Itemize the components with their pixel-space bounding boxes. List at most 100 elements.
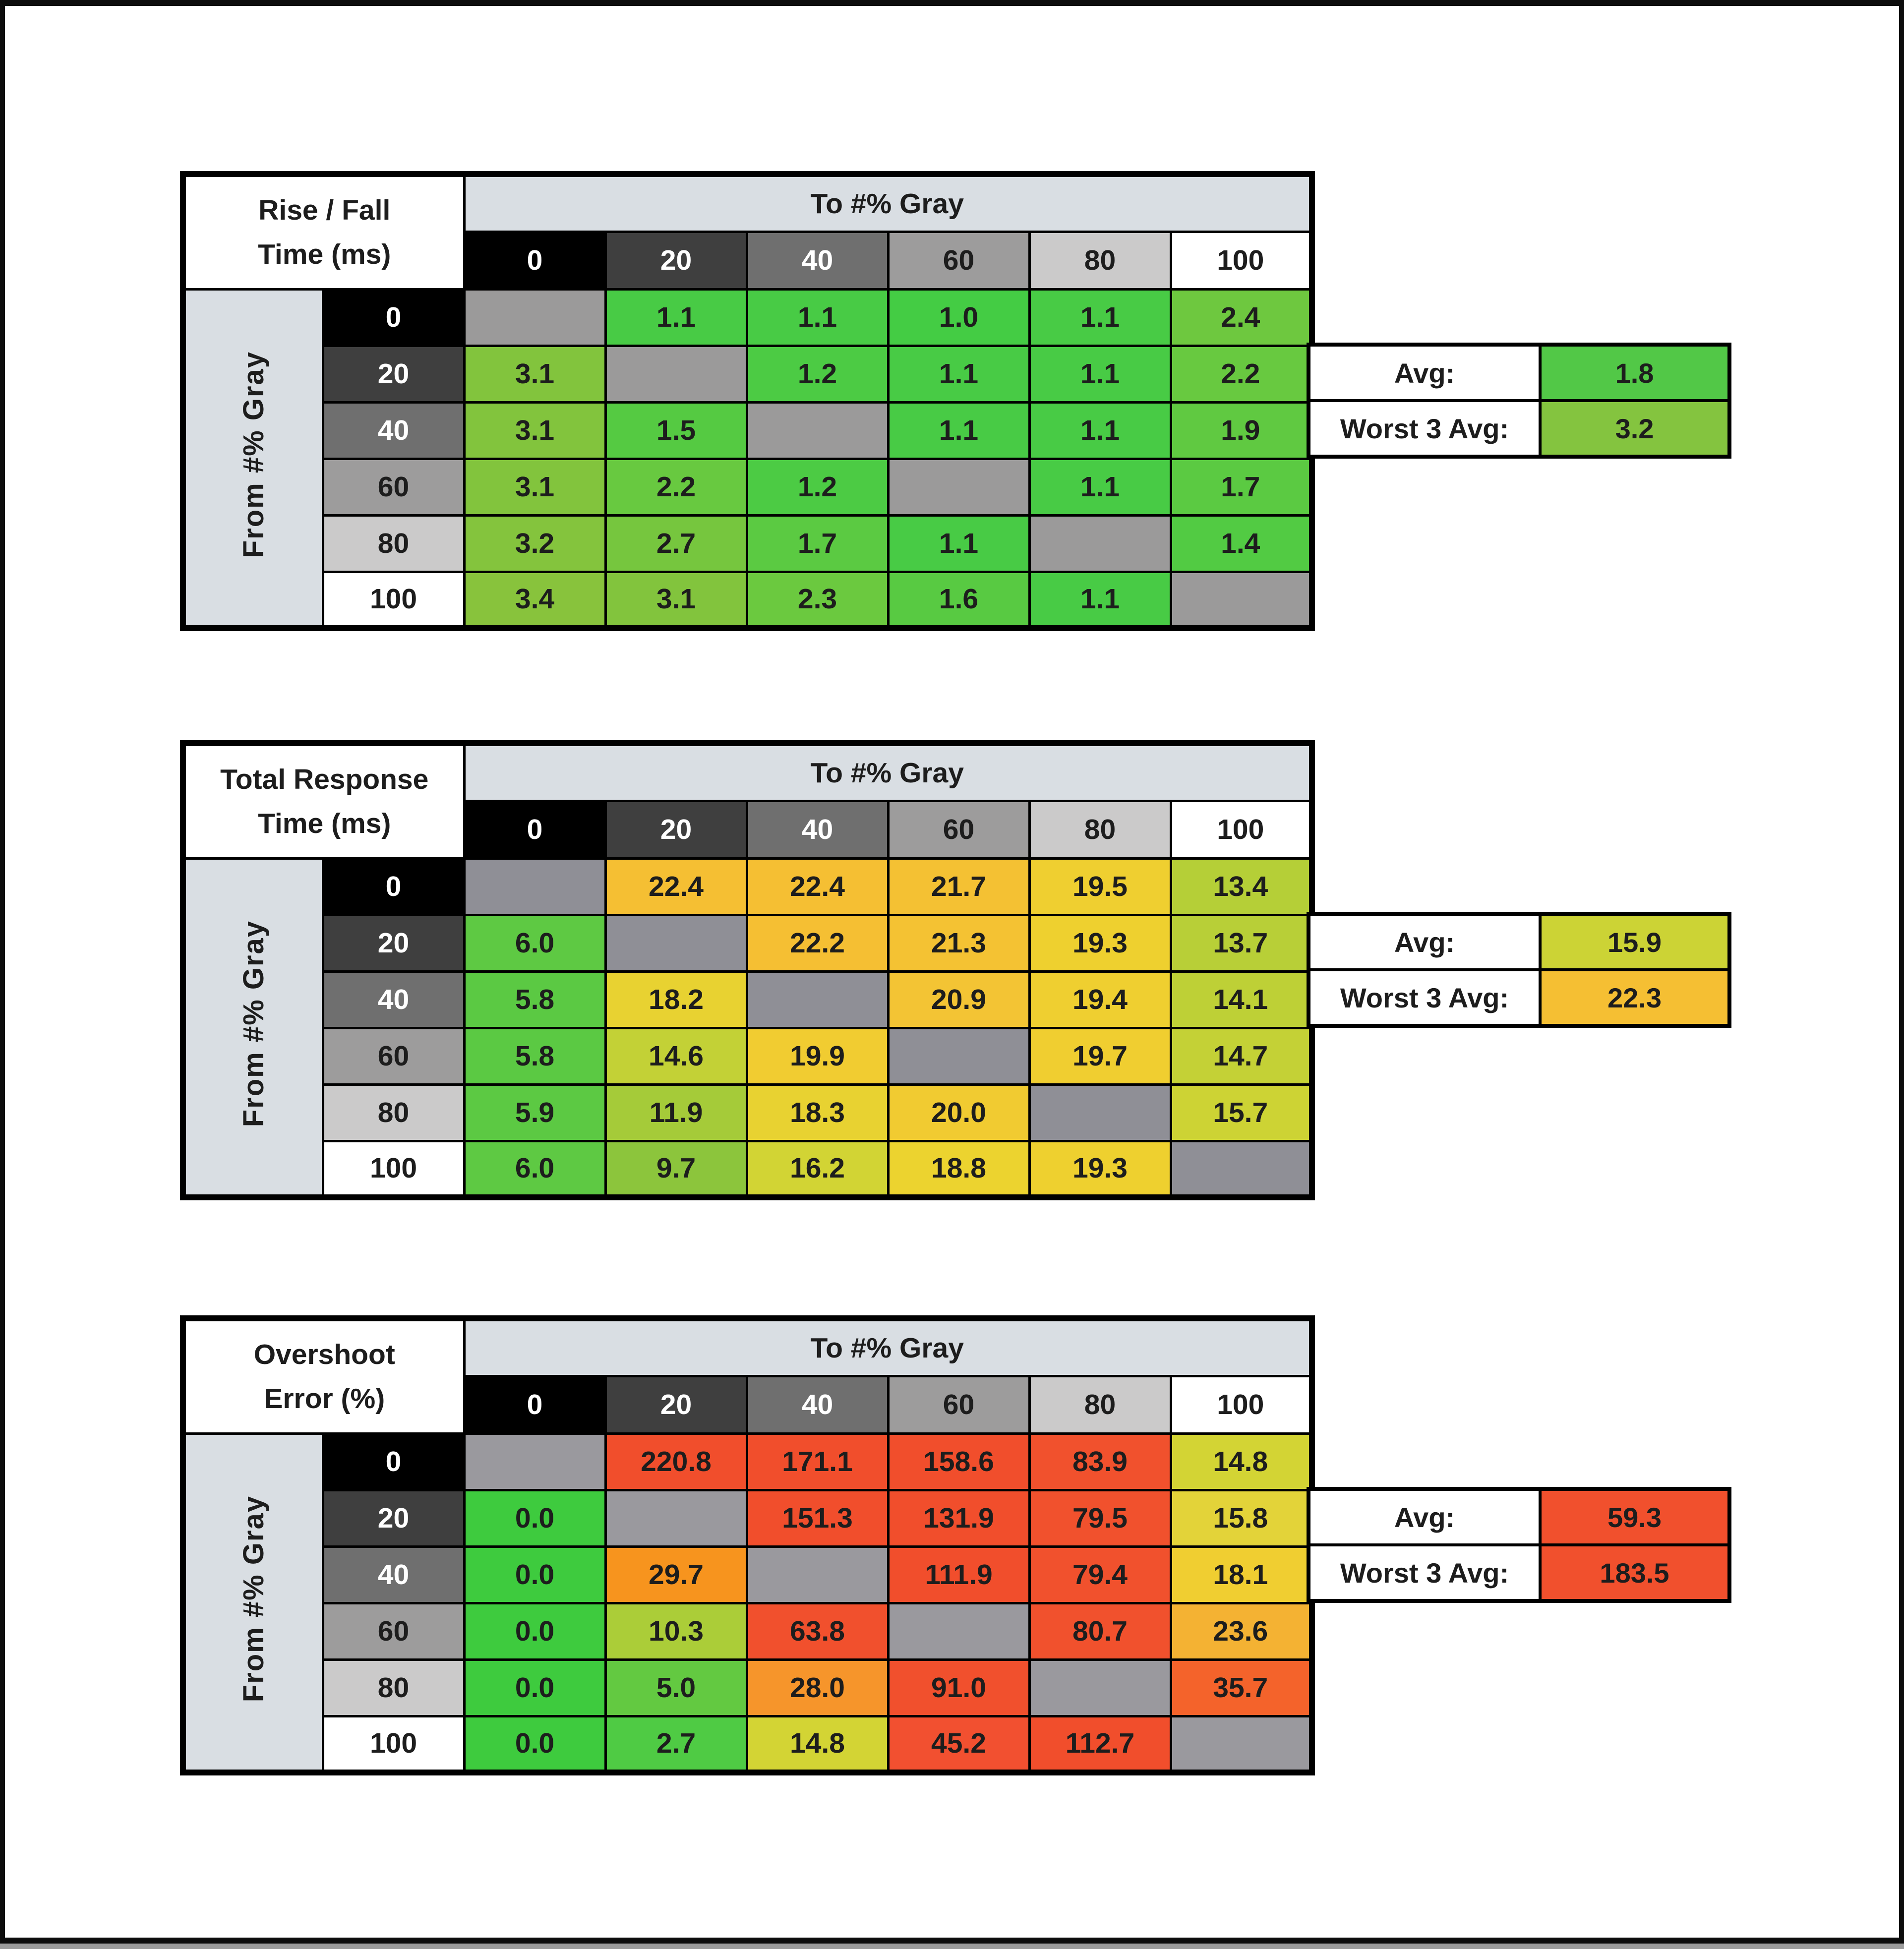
to-gray-banner: To #% Gray	[463, 742, 1313, 802]
grid-cell: 1.1	[1028, 457, 1172, 517]
table-title-line2: Time (ms)	[258, 807, 391, 839]
grid-cell: 1.1	[604, 288, 748, 347]
row-header-80: 80	[321, 1083, 466, 1142]
grid-cell: 2.3	[745, 570, 890, 630]
grid-cell-diagonal	[887, 1026, 1031, 1086]
grid-cell: 29.7	[604, 1545, 748, 1604]
col-header-20: 20	[604, 799, 748, 860]
grid-cell: 3.1	[463, 401, 607, 460]
grid-cell: 158.6	[887, 1432, 1031, 1491]
grid-cell: 14.8	[745, 1714, 890, 1774]
grid-cell-diagonal	[463, 1432, 607, 1491]
grid-cell-diagonal	[1028, 1658, 1172, 1717]
grid-cell: 2.7	[604, 514, 748, 573]
page-border-top	[0, 0, 1904, 6]
rise-fall-time-table: Rise / Fall Time (ms) To #% Gray 0 20 40 60 80 1…	[180, 171, 1315, 631]
col-header-40: 40	[745, 1374, 890, 1435]
col-header-0: 0	[463, 230, 607, 291]
row-axis-label-text: From #% Gray	[238, 351, 270, 558]
grid-cell: 3.4	[463, 570, 607, 630]
grid-cell: 14.1	[1169, 970, 1313, 1029]
grid-cell: 1.1	[1028, 344, 1172, 404]
grid-cell: 19.3	[1028, 913, 1172, 973]
avg-value: 15.9	[1542, 916, 1727, 968]
row-header-100: 100	[321, 1714, 466, 1774]
table-title-line1: Overshoot	[253, 1339, 395, 1371]
worst3avg-value: 3.2	[1542, 402, 1727, 455]
grid-cell: 15.7	[1169, 1083, 1313, 1142]
grid-cell: 1.1	[887, 344, 1031, 404]
grid-cell: 18.3	[745, 1083, 890, 1142]
grid-cell: 111.9	[887, 1545, 1031, 1604]
table-title-line2: Time (ms)	[258, 238, 391, 270]
col-header-80: 80	[1028, 230, 1172, 291]
grid-cell: 0.0	[463, 1601, 607, 1661]
total-response-time-section: Total Response Time (ms) To #% Gray 0 20 40 60…	[180, 740, 1757, 1200]
col-header-100: 100	[1169, 799, 1313, 860]
overshoot-summary-box: Avg: 59.3 Worst 3 Avg: 183.5	[1307, 1487, 1731, 1603]
grid-cell-diagonal	[1169, 1714, 1313, 1774]
grid-cell: 18.2	[604, 970, 748, 1029]
grid-cell: 79.4	[1028, 1545, 1172, 1604]
row-header-0: 0	[321, 857, 466, 916]
grid-cell: 151.3	[745, 1488, 890, 1548]
avg-label: Avg:	[1310, 1491, 1539, 1543]
grid-cell: 9.7	[604, 1139, 748, 1199]
grid-cell: 1.1	[1028, 401, 1172, 460]
grid-cell: 3.2	[463, 514, 607, 573]
col-header-60: 60	[887, 230, 1031, 291]
grid-cell-diagonal	[463, 857, 607, 916]
row-header-100: 100	[321, 1139, 466, 1199]
grid-cell: 14.8	[1169, 1432, 1313, 1491]
grid-cell: 112.7	[1028, 1714, 1172, 1774]
grid-cell: 0.0	[463, 1658, 607, 1717]
row-header-0: 0	[321, 288, 466, 347]
row-axis-label: From #% Gray	[181, 857, 324, 1199]
grid-cell-diagonal	[745, 970, 890, 1029]
col-header-20: 20	[604, 1374, 748, 1435]
grid-cell: 3.1	[463, 344, 607, 404]
total-response-summary-box: Avg: 15.9 Worst 3 Avg: 22.3	[1307, 912, 1731, 1028]
grid-cell: 11.9	[604, 1083, 748, 1142]
grid-cell: 35.7	[1169, 1658, 1313, 1717]
rise-fall-time-section: Rise / Fall Time (ms) To #% Gray 0 20 40 60 80 1…	[180, 171, 1757, 631]
grid-cell: 6.0	[463, 1139, 607, 1199]
table-title: Total Response Time (ms)	[181, 742, 466, 860]
table-title: Rise / Fall Time (ms)	[181, 173, 466, 291]
grid-cell: 1.2	[745, 457, 890, 517]
grid-cell: 28.0	[745, 1658, 890, 1717]
grid-cell-diagonal	[604, 344, 748, 404]
page-border-bottom	[0, 1938, 1904, 1944]
grid-cell: 18.1	[1169, 1545, 1313, 1604]
grid-cell: 15.8	[1169, 1488, 1313, 1548]
worst3avg-label: Worst 3 Avg:	[1310, 1546, 1539, 1599]
avg-label: Avg:	[1310, 347, 1539, 399]
grid-cell: 16.2	[745, 1139, 890, 1199]
row-header-40: 40	[321, 1545, 466, 1604]
table-title: Overshoot Error (%)	[181, 1317, 466, 1435]
grid-cell: 131.9	[887, 1488, 1031, 1548]
grid-cell-diagonal	[1028, 1083, 1172, 1142]
grid-cell-diagonal	[463, 288, 607, 347]
to-gray-banner: To #% Gray	[463, 173, 1313, 233]
grid-cell-diagonal	[887, 457, 1031, 517]
grid-cell-diagonal	[1028, 514, 1172, 573]
grid-cell-diagonal	[745, 1545, 890, 1604]
table-title-line1: Total Response	[220, 764, 429, 796]
grid-cell: 1.7	[1169, 457, 1313, 517]
rise-fall-summary-box: Avg: 1.8 Worst 3 Avg: 3.2	[1307, 343, 1731, 459]
grid-cell: 5.8	[463, 1026, 607, 1086]
grid-cell: 10.3	[604, 1601, 748, 1661]
grid-cell: 13.4	[1169, 857, 1313, 916]
col-header-20: 20	[604, 230, 748, 291]
grid-cell: 1.6	[887, 570, 1031, 630]
grid-cell: 21.3	[887, 913, 1031, 973]
grid-cell: 2.4	[1169, 288, 1313, 347]
grid-cell: 3.1	[604, 570, 748, 630]
grid-cell: 1.9	[1169, 401, 1313, 460]
grid-cell: 2.2	[604, 457, 748, 517]
grid-cell-diagonal	[604, 1488, 748, 1548]
grid-cell: 5.9	[463, 1083, 607, 1142]
grid-cell: 23.6	[1169, 1601, 1313, 1661]
